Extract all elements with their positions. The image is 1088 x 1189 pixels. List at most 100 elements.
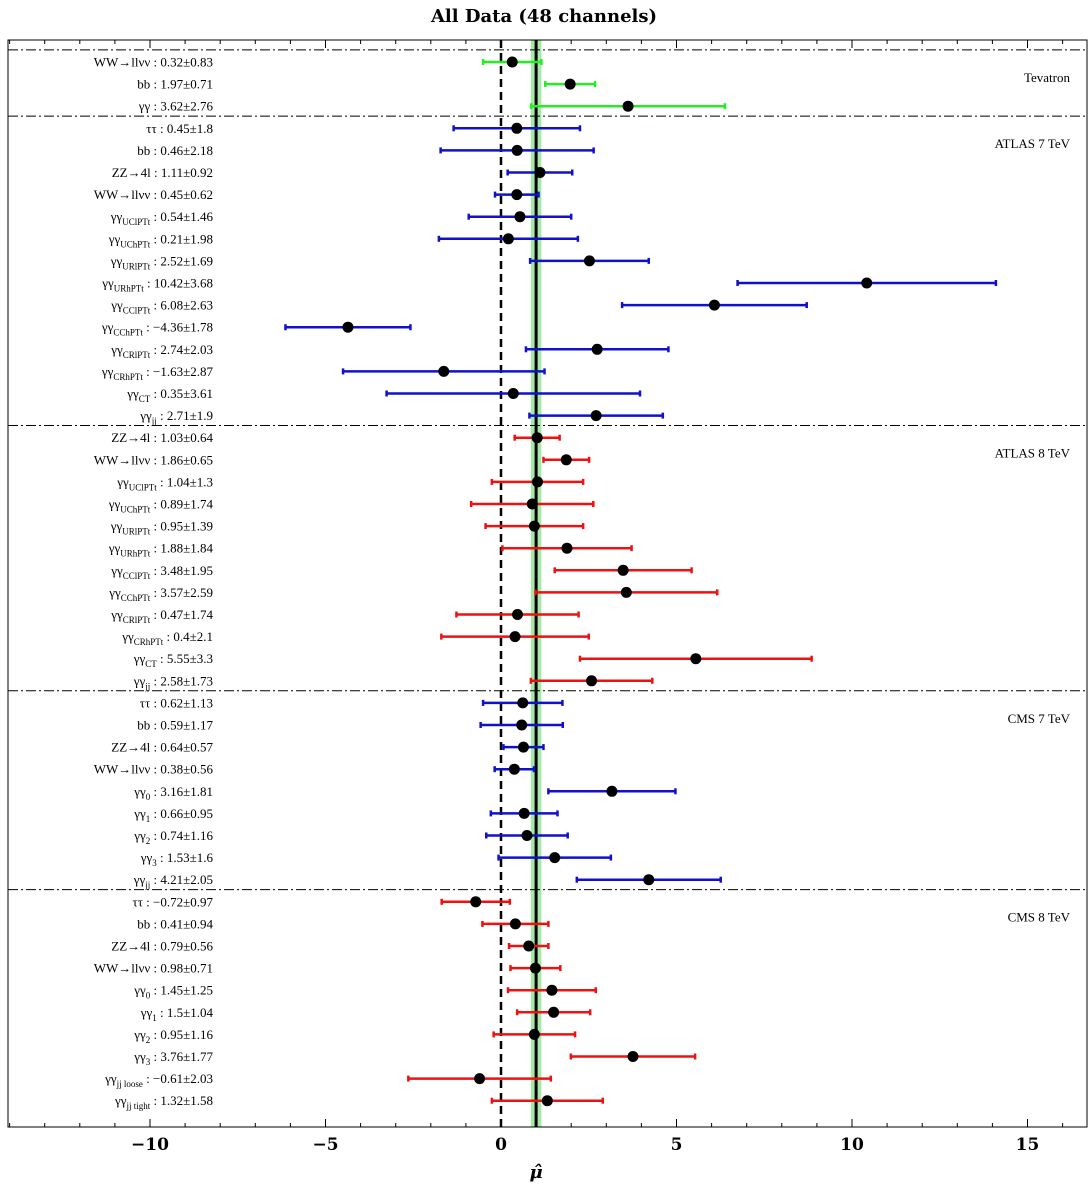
data-point xyxy=(507,388,519,399)
channel-label: γγ2 : 0.95±1.16 xyxy=(133,1027,213,1045)
group-label: CMS 7 TeV xyxy=(1008,711,1071,726)
data-point xyxy=(861,277,873,289)
data-point xyxy=(506,56,518,68)
data-point xyxy=(508,763,520,775)
data-point xyxy=(342,321,354,333)
channel-label: γγURhPTt : 1.88±1.84 xyxy=(108,541,214,559)
data-point xyxy=(586,675,598,687)
channel-label: WW→llνν : 1.86±0.65 xyxy=(94,452,213,467)
channel-label: γγ0 : 3.16±1.81 xyxy=(133,784,213,802)
group-label: ATLAS 8 TeV xyxy=(995,446,1071,461)
data-point xyxy=(502,233,514,245)
data-point xyxy=(590,410,602,422)
x-tick-label: −10 xyxy=(131,1135,169,1155)
data-point xyxy=(620,586,632,598)
channel-label: γγUClPTt : 0.54±1.46 xyxy=(110,209,214,227)
channel-label: γγUClPTt : 1.04±1.3 xyxy=(116,474,213,492)
channel-label: γγ0 : 1.45±1.25 xyxy=(133,983,213,1001)
data-point xyxy=(526,498,538,510)
channel-label: γγ3 : 1.53±1.6 xyxy=(140,850,214,868)
channel-label: γγCT : 5.55±3.3 xyxy=(133,651,213,669)
data-point xyxy=(511,189,523,201)
group-label: CMS 8 TeV xyxy=(1008,910,1071,925)
data-point xyxy=(517,741,529,753)
data-point xyxy=(560,454,572,466)
data-point xyxy=(622,100,634,112)
x-axis-label: μ̂ xyxy=(530,1162,543,1183)
data-point xyxy=(564,78,576,90)
channel-label: γγCClPTt : 3.48±1.95 xyxy=(110,563,213,581)
data-point xyxy=(617,564,629,576)
channel-label: γγ : 3.62±2.76 xyxy=(138,99,214,114)
data-point xyxy=(583,255,595,267)
data-point xyxy=(643,874,655,886)
data-point xyxy=(591,343,603,355)
data-point xyxy=(511,122,523,134)
group-label: ATLAS 7 TeV xyxy=(995,136,1071,151)
channel-label: bb : 0.46±2.18 xyxy=(137,143,213,158)
channel-label: ZZ→4l : 0.79±0.56 xyxy=(111,939,213,954)
channel-label: ZZ→4l : 0.64±0.57 xyxy=(111,740,213,755)
channel-label: γγjj : 2.71±1.9 xyxy=(139,408,213,426)
channel-label: γγ2 : 0.74±1.16 xyxy=(133,828,213,846)
channel-label: γγURlPTt : 0.95±1.39 xyxy=(110,519,213,537)
channel-label: γγCRlPTt : 2.74±2.03 xyxy=(110,342,213,360)
data-point xyxy=(548,1006,560,1018)
data-point xyxy=(517,697,529,709)
data-point xyxy=(532,476,544,488)
channel-label: ZZ→4l : 1.03±0.64 xyxy=(111,430,213,445)
channel-label: γγjj : 2.58±1.73 xyxy=(133,673,213,691)
data-point xyxy=(690,653,702,665)
channel-label: γγCT : 0.35±3.61 xyxy=(126,386,213,404)
channel-label: ZZ→4l : 1.11±0.92 xyxy=(112,165,213,180)
channel-label: γγURhPTt : 10.42±3.68 xyxy=(101,276,213,294)
data-point xyxy=(531,432,543,444)
channel-label: γγCRlPTt : 0.47±1.74 xyxy=(110,607,213,625)
channel-label: γγ1 : 0.66±0.95 xyxy=(133,806,213,824)
channel-label: WW→llνν : 0.38±0.56 xyxy=(94,762,214,777)
channel-label: WW→llνν : 0.32±0.83 xyxy=(94,55,213,70)
data-point xyxy=(529,962,541,974)
channel-label: bb : 0.59±1.17 xyxy=(137,718,213,733)
x-tick-label: 10 xyxy=(840,1135,864,1155)
channel-label: γγUChPTt : 0.89±1.74 xyxy=(108,497,214,515)
data-point xyxy=(511,609,523,620)
group-label: Tevatron xyxy=(1024,70,1071,85)
data-point xyxy=(509,918,521,930)
channel-label: γγURlPTt : 2.52±1.69 xyxy=(110,253,213,271)
data-point xyxy=(514,211,526,223)
channel-label: γγCChPTt : 3.57±2.59 xyxy=(108,585,213,603)
channel-label: WW→llνν : 0.45±0.62 xyxy=(94,187,213,202)
data-point xyxy=(470,896,482,908)
channel-label: γγjj : 4.21±2.05 xyxy=(133,872,213,890)
x-tick-label: 15 xyxy=(1016,1135,1040,1155)
channel-label: bb : 0.41±0.94 xyxy=(137,916,213,931)
data-point xyxy=(438,365,450,377)
data-point xyxy=(534,167,546,178)
data-point xyxy=(708,299,720,311)
channel-label: γγ1 : 1.5±1.04 xyxy=(140,1005,214,1023)
channel-label: bb : 1.97±0.71 xyxy=(137,77,213,92)
data-point xyxy=(528,520,540,532)
data-point xyxy=(606,785,618,797)
data-point xyxy=(509,631,521,643)
x-tick-label: 0 xyxy=(495,1135,507,1155)
data-point xyxy=(541,1095,553,1107)
channel-label: ττ : 0.62±1.13 xyxy=(140,695,213,710)
channel-label: γγUChPTt : 0.21±1.98 xyxy=(108,231,213,249)
data-point xyxy=(511,144,523,156)
channel-label: γγCRhPTt : 0.4±2.1 xyxy=(121,629,213,647)
channel-label: γγCRhPTt : −1.63±2.87 xyxy=(101,364,214,382)
data-point xyxy=(518,807,530,819)
channel-label: γγjj tight : 1.32±1.58 xyxy=(114,1093,213,1111)
data-point xyxy=(546,984,558,996)
data-point xyxy=(516,719,528,731)
channel-label: γγjj loose : −0.61±2.03 xyxy=(104,1071,213,1089)
data-point xyxy=(627,1051,639,1062)
channel-label: γγCChPTt : −4.36±1.78 xyxy=(101,320,213,338)
data-point xyxy=(523,940,535,952)
data-point xyxy=(561,542,573,554)
data-point xyxy=(549,852,561,864)
x-tick-label: 5 xyxy=(671,1135,683,1155)
